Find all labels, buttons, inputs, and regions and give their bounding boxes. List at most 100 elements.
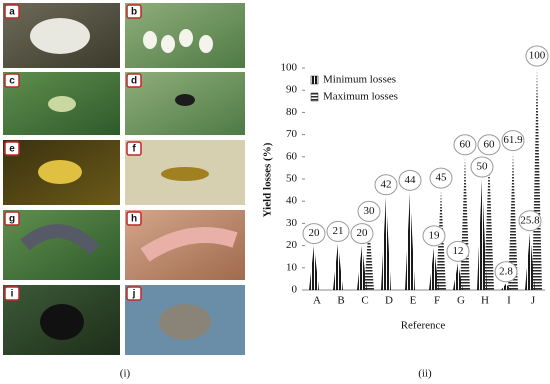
spike (508, 152, 518, 290)
panel-label: g (9, 214, 15, 225)
panel-label: c (9, 76, 15, 87)
value-label-bubble (326, 220, 350, 242)
value-label: 20 (357, 227, 369, 239)
panel-label: e (9, 144, 15, 155)
y-tick-label: 100 (281, 62, 298, 74)
legend-swatch (310, 92, 319, 102)
photo-insect (20, 224, 100, 256)
x-tick-label: F (434, 295, 440, 307)
x-tick-label: C (361, 295, 368, 307)
spike (484, 156, 494, 290)
value-label: 20 (309, 227, 321, 239)
value-label-bubble (357, 200, 381, 222)
panel-label-box (126, 73, 142, 88)
spike (309, 245, 319, 290)
panel-label: a (9, 7, 15, 18)
x-tick-label: G (457, 295, 465, 307)
value-label: 61.9 (503, 134, 523, 146)
spike (357, 245, 367, 290)
y-tick-label: 30 (286, 217, 298, 229)
panel-label-box (126, 4, 142, 19)
spike (532, 68, 542, 290)
value-label: 21 (333, 225, 344, 237)
photo-insect (175, 94, 195, 106)
panel-label: j (132, 289, 136, 300)
panel-label: f (132, 144, 136, 155)
spike (477, 179, 487, 290)
panel-label-box (4, 4, 20, 19)
panel-label-box (126, 211, 142, 226)
value-label: 42 (381, 178, 392, 190)
value-label-bubble (453, 134, 477, 156)
legend-label: Maximum losses (323, 91, 398, 103)
x-tick-label: E (410, 295, 417, 307)
value-label: 60 (484, 138, 496, 150)
panel-label-box (4, 211, 20, 226)
photo-insect (48, 96, 76, 112)
y-tick-label: 60 (286, 150, 298, 162)
y-tick-label: 80 (286, 106, 298, 118)
photo-insect (140, 227, 238, 262)
panel-label-box (126, 286, 142, 301)
panel-label-box (4, 73, 20, 88)
panel-labels: a b c d e f g h i j (4, 4, 142, 301)
y-tick-label: 50 (286, 173, 298, 185)
panel-label: b (131, 7, 137, 18)
panel-label-box (126, 141, 142, 156)
caption: (ii) (418, 368, 432, 380)
value-label: 30 (364, 205, 376, 217)
x-tick-label: I (507, 295, 511, 307)
x-axis-label: Reference (401, 320, 446, 332)
value-label-bubble (374, 174, 398, 196)
panel-label-box (4, 141, 20, 156)
photo-insect (30, 18, 90, 54)
panel-label: i (11, 289, 14, 300)
value-label-bubble (518, 210, 542, 232)
x-tick-label: B (337, 295, 344, 307)
panel-label: h (131, 214, 137, 225)
value-label-bubble (302, 223, 326, 245)
value-label-bubble (525, 45, 549, 67)
y-tick-label: 10 (286, 261, 298, 273)
x-tick-label: D (385, 295, 393, 307)
value-label: 45 (436, 172, 448, 184)
value-label-bubble (501, 130, 525, 152)
y-tick-label: 0 (292, 284, 298, 296)
spike (460, 156, 470, 290)
value-label: 60 (460, 138, 472, 150)
photo-insect (143, 29, 213, 53)
value-label-bubble (398, 169, 422, 191)
y-tick-label: 40 (286, 195, 298, 207)
x-tick-label: H (481, 295, 489, 307)
photo (3, 210, 120, 280)
value-label-bubble (477, 134, 501, 156)
y-tick-label: 20 (286, 239, 298, 251)
spike (333, 243, 343, 290)
value-label-bubble (494, 261, 518, 283)
value-label-bubble (429, 167, 453, 189)
value-label: 100 (529, 50, 546, 62)
spike (429, 247, 439, 290)
photo-insect (159, 304, 211, 340)
value-label: 50 (477, 161, 489, 173)
photo-insect (161, 167, 209, 181)
y-axis-label: Yield losses (%) (262, 142, 274, 217)
spike (364, 223, 374, 290)
legend-label: Minimum losses (323, 74, 396, 86)
value-label: 19 (429, 229, 441, 241)
value-label: 44 (405, 174, 417, 186)
x-tick-label: A (313, 295, 321, 307)
value-label: 25.8 (520, 214, 540, 226)
spike (381, 196, 391, 290)
spike (405, 192, 415, 290)
value-label-bubble (446, 240, 470, 262)
legend-swatch (310, 75, 319, 85)
photo-insect (38, 160, 82, 184)
y-tick-label: 90 (286, 84, 298, 96)
value-label-bubble (350, 223, 374, 245)
value-label-bubble (422, 225, 446, 247)
panel-label: d (131, 76, 137, 87)
value-label: 2.8 (499, 265, 513, 277)
y-tick-label: 70 (286, 128, 298, 140)
